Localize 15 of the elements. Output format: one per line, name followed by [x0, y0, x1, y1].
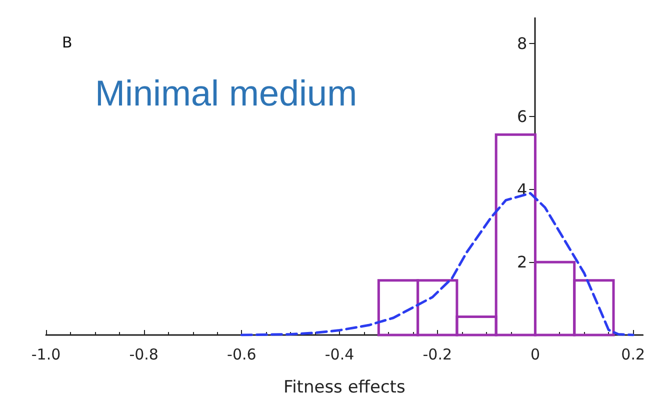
- x-tick-label: -0.6: [227, 346, 256, 364]
- annotation: B: [62, 34, 72, 52]
- text: Minimal medium: [95, 72, 358, 114]
- y-tick-label: 6: [517, 106, 528, 126]
- x-tick-label: -1.0: [31, 346, 61, 364]
- line-series: [240, 192, 634, 336]
- x-tick-label: -0.4: [324, 346, 354, 364]
- x-axis-title: Fitness effects: [284, 378, 406, 398]
- x-tick-label: -0.2: [422, 346, 452, 364]
- x-tick-label: -0.8: [129, 346, 158, 364]
- y-tick-label: 4: [517, 180, 528, 199]
- y-tick-label: 8: [517, 34, 528, 54]
- x-tick-label: 0: [530, 346, 540, 364]
- x-tick-label: 0.2: [621, 346, 645, 364]
- y-tick-label: 2: [517, 252, 528, 272]
